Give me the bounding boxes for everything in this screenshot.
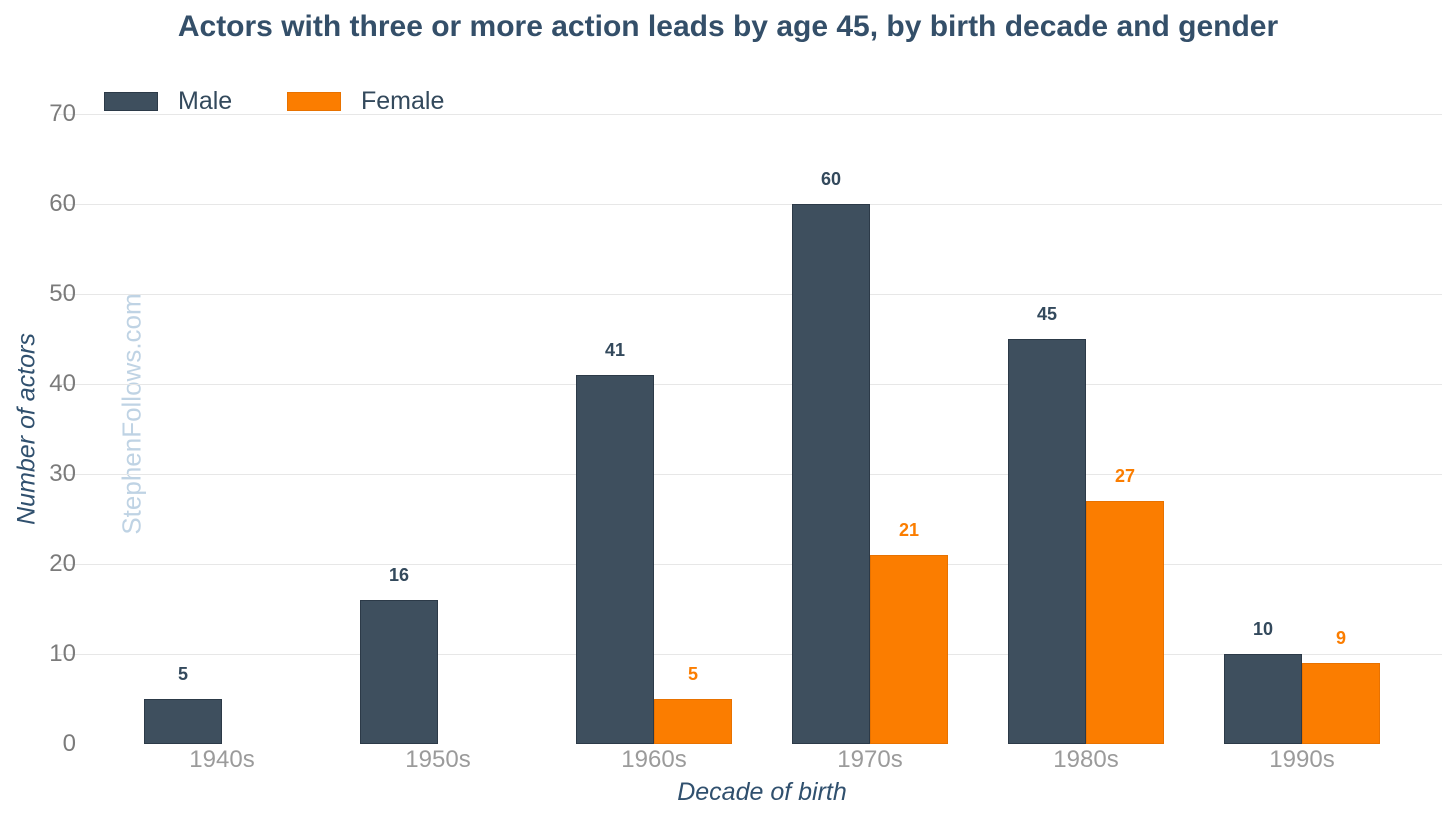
gridline-30 <box>58 474 1442 475</box>
gridline-20 <box>58 564 1442 565</box>
bar-male-1940s <box>144 699 222 744</box>
x-tick-label-1980s: 1980s <box>1053 746 1119 773</box>
value-label-male-1990s: 10 <box>1252 619 1274 639</box>
value-label-male-1940s: 5 <box>177 664 188 684</box>
y-tick-label-50: 50 <box>49 280 76 307</box>
watermark: StephenFollows.com <box>116 293 147 535</box>
gridline-50 <box>58 294 1442 295</box>
bar-male-1990s <box>1224 654 1302 744</box>
gridline-10 <box>58 654 1442 655</box>
y-tick-label-30: 30 <box>49 460 76 487</box>
female-legend-swatch <box>287 91 341 111</box>
chart-title: Actors with three or more action leads b… <box>177 10 1279 43</box>
y-tick-label-20: 20 <box>49 550 76 577</box>
legend-item-male: Male <box>104 88 232 114</box>
bar-female-1960s <box>654 699 732 744</box>
bar-male-1970s <box>792 204 870 744</box>
bar-male-1980s <box>1008 339 1086 744</box>
gridline-70 <box>58 114 1442 115</box>
male-legend-swatch <box>104 91 158 111</box>
y-tick-label-70: 70 <box>49 100 76 127</box>
x-tick-label-1970s: 1970s <box>837 746 903 773</box>
y-tick-label-60: 60 <box>49 190 76 217</box>
y-tick-label-0: 0 <box>62 730 76 757</box>
value-label-male-1970s: 60 <box>820 169 842 189</box>
x-axis-title: Decade of birth <box>677 778 847 806</box>
value-label-male-1950s: 16 <box>388 565 410 585</box>
y-tick-label-40: 40 <box>49 370 76 397</box>
bar-female-1980s <box>1086 501 1164 744</box>
x-tick-label-1990s: 1990s <box>1269 746 1335 773</box>
value-label-female-1960s: 5 <box>687 664 698 684</box>
legend-item-female: Female <box>287 88 444 114</box>
y-axis-title: Number of actors <box>12 333 41 525</box>
value-label-female-1990s: 9 <box>1335 628 1346 648</box>
value-label-female-1980s: 27 <box>1114 466 1136 486</box>
x-tick-label-1940s: 1940s <box>189 746 255 773</box>
legend-label-female: Female <box>361 87 445 115</box>
value-label-male-1960s: 41 <box>604 340 626 360</box>
gridline-40 <box>58 384 1442 385</box>
bar-female-1990s <box>1302 663 1380 744</box>
legend-label-male: Male <box>178 87 233 115</box>
x-tick-label-1950s: 1950s <box>405 746 471 773</box>
value-label-female-1970s: 21 <box>898 520 920 540</box>
bar-female-1970s <box>870 555 948 744</box>
x-tick-label-1960s: 1960s <box>621 746 687 773</box>
bar-male-1950s <box>360 600 438 744</box>
gridline-60 <box>58 204 1442 205</box>
y-tick-label-10: 10 <box>49 640 76 667</box>
value-label-male-1980s: 45 <box>1036 304 1058 324</box>
bar-male-1960s <box>576 375 654 744</box>
